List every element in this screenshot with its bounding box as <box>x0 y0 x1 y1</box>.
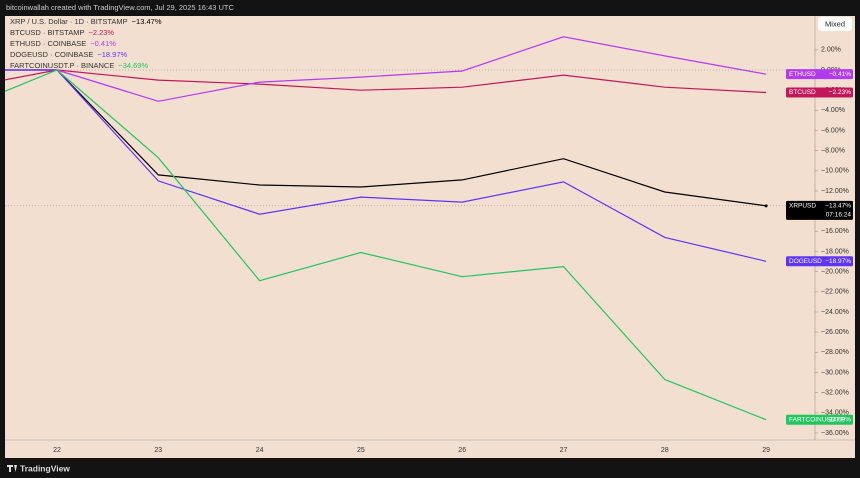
scale-mode-label[interactable]: Mixed <box>825 19 845 28</box>
series-line <box>5 36 767 102</box>
attribution: bitcoinwallah created with TradingView.c… <box>6 3 234 12</box>
x-tick-label: 26 <box>458 447 466 454</box>
price-tag <box>786 87 853 98</box>
legend-value: −34.69% <box>118 61 148 70</box>
legend-name: BTCUSD · BITSTAMP <box>10 28 84 37</box>
price-tag-value: −18.97% <box>825 258 851 265</box>
series-line <box>5 69 767 421</box>
y-tick-label: −22.00% <box>821 289 849 296</box>
legend-value: −0.41% <box>90 39 116 48</box>
price-tag-value: −13.47% <box>825 203 851 210</box>
y-tick-label: −24.00% <box>821 309 849 316</box>
legend-name: ETHUSD · COINBASE <box>10 39 86 48</box>
series-line <box>5 69 767 262</box>
plot <box>5 36 815 421</box>
brand-logo <box>7 465 17 472</box>
legend-name: DOGEUSD · COINBASE <box>10 50 93 59</box>
y-tick-label: −18.00% <box>821 248 849 255</box>
y-tick-label: −36.00% <box>821 430 849 437</box>
x-tick-label: 27 <box>560 447 568 454</box>
x-tick-label: 29 <box>762 447 770 454</box>
y-tick-label: −8.00% <box>821 148 845 155</box>
y-tick-label: −16.00% <box>821 228 849 235</box>
x-tick-label: 22 <box>53 447 61 454</box>
legend-value: −18.97% <box>97 50 127 59</box>
price-tag <box>786 256 853 267</box>
price-tag-value: −2.23% <box>829 89 851 96</box>
series-line <box>5 69 767 94</box>
y-tick-label: 2.00% <box>821 47 841 54</box>
y-tick-label: −28.00% <box>821 349 849 356</box>
series-line <box>5 69 767 207</box>
y-tick-label: −34.00% <box>821 410 849 417</box>
price-tag-symbol: ETHUSD <box>789 71 816 78</box>
y-tick-label: −20.00% <box>821 268 849 275</box>
price-tag-symbol: BTCUSD <box>789 89 816 96</box>
plot-background <box>5 16 855 458</box>
x-tick-label: 24 <box>256 447 264 454</box>
price-tag-value: −0.41% <box>829 71 851 78</box>
brand: TradingView <box>20 463 70 473</box>
y-tick-label: −26.00% <box>821 329 849 336</box>
legend-name: FARTCOINUSDT.P · BINANCE <box>10 61 114 70</box>
legend-name: XRP / U.S. Dollar · 1D · BITSTAMP <box>10 17 128 26</box>
price-tag-symbol: DOGEUSD <box>789 258 822 265</box>
y-tick-label: −6.00% <box>821 127 845 134</box>
y-tick-label: −10.00% <box>821 168 849 175</box>
scale-mode-button[interactable] <box>818 17 852 31</box>
y-tick-label: −12.00% <box>821 188 849 195</box>
y-tick-label: −32.00% <box>821 389 849 396</box>
price-tag-countdown: 07:16:24 <box>826 212 852 219</box>
legend-value: −13.47% <box>132 17 162 26</box>
price-tag-symbol: XRPUSD <box>789 203 816 210</box>
price-tag-value: −34.69% <box>825 416 851 423</box>
price-tag-symbol: FARTCOINUSDT.P <box>789 416 845 423</box>
legend-value: −2.23% <box>88 28 114 37</box>
x-tick-label: 25 <box>357 447 365 454</box>
x-tick-label: 23 <box>154 447 162 454</box>
price-tag <box>786 69 853 80</box>
last-point <box>764 204 768 208</box>
y-tick-label: −4.00% <box>821 107 845 114</box>
price-tag <box>786 414 853 425</box>
y-tick-label: −30.00% <box>821 369 849 376</box>
price-tag <box>786 200 853 220</box>
x-tick-label: 28 <box>661 447 669 454</box>
